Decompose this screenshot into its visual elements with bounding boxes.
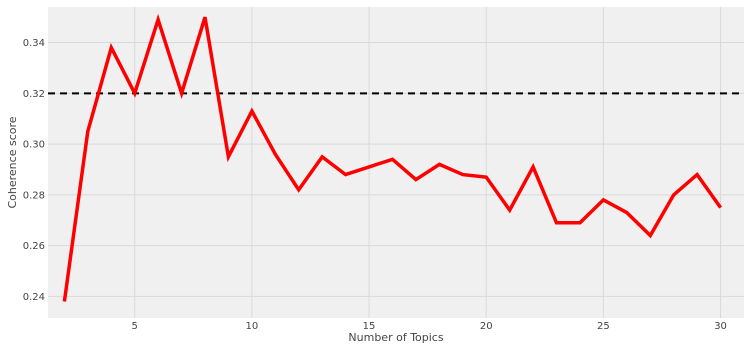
x-tick-label: 30 [714,321,727,332]
x-tick-label: 10 [246,321,259,332]
x-tick-label: 15 [363,321,376,332]
y-tick-label: 0.26 [23,241,45,252]
y-tick-label: 0.24 [23,292,45,303]
x-axis-label: Number of Topics [348,331,443,344]
y-axis-label: Coherence score [6,116,19,208]
series-line [62,13,723,302]
x-tick-label: 5 [132,321,138,332]
x-tick-label: 20 [480,321,493,332]
y-tick-label: 0.32 [23,89,45,100]
y-tick-label: 0.28 [23,190,45,201]
y-tick-label: 0.30 [23,140,45,151]
y-tick-label: 0.34 [23,38,45,49]
x-tick-labels: 5 10 15 20 25 30 [132,321,727,332]
y-tick-labels: 0.24 0.26 0.28 0.30 0.32 0.34 [23,38,45,303]
x-tick-label: 25 [597,321,610,332]
